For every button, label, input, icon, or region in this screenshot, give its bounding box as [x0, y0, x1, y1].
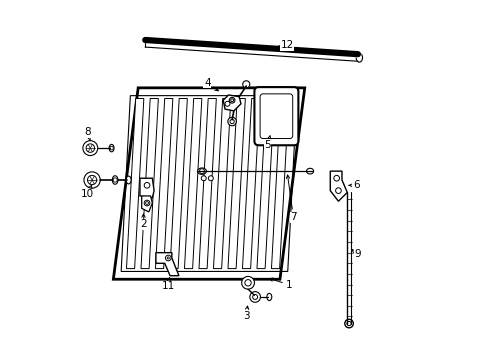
Polygon shape [227, 99, 245, 269]
Polygon shape [141, 99, 158, 269]
Polygon shape [329, 171, 346, 201]
Circle shape [344, 319, 353, 328]
Polygon shape [271, 99, 288, 269]
Ellipse shape [112, 176, 118, 184]
Circle shape [208, 176, 213, 181]
Text: 8: 8 [84, 127, 91, 140]
Circle shape [227, 117, 236, 126]
Ellipse shape [355, 53, 362, 62]
Polygon shape [126, 99, 143, 269]
Circle shape [201, 176, 206, 181]
Ellipse shape [126, 176, 131, 184]
Polygon shape [199, 99, 216, 269]
Polygon shape [142, 196, 152, 212]
Circle shape [242, 81, 249, 88]
Circle shape [346, 321, 350, 326]
Circle shape [87, 175, 97, 185]
Circle shape [241, 276, 254, 289]
Circle shape [224, 101, 229, 106]
Text: 1: 1 [269, 278, 291, 289]
Text: 5: 5 [264, 136, 270, 149]
Circle shape [199, 168, 204, 174]
Circle shape [167, 257, 169, 259]
Polygon shape [140, 178, 154, 198]
Polygon shape [223, 95, 241, 111]
Ellipse shape [266, 293, 271, 301]
Circle shape [252, 294, 257, 300]
Circle shape [230, 99, 233, 102]
Polygon shape [170, 99, 187, 269]
Circle shape [244, 280, 251, 286]
Circle shape [145, 202, 148, 204]
Circle shape [86, 144, 94, 152]
Polygon shape [257, 99, 274, 269]
Polygon shape [242, 99, 259, 269]
Ellipse shape [306, 168, 313, 174]
Text: 3: 3 [243, 306, 249, 321]
Text: 10: 10 [81, 185, 94, 199]
Circle shape [82, 141, 98, 156]
Text: 9: 9 [351, 249, 361, 260]
Circle shape [249, 292, 260, 302]
Polygon shape [213, 99, 230, 269]
Circle shape [333, 175, 339, 181]
Polygon shape [113, 88, 304, 279]
Polygon shape [156, 253, 179, 276]
Circle shape [113, 178, 117, 182]
Text: 12: 12 [276, 40, 293, 50]
FancyBboxPatch shape [254, 87, 298, 145]
Circle shape [110, 146, 113, 150]
Text: 11: 11 [162, 278, 175, 291]
Polygon shape [184, 99, 202, 269]
Polygon shape [155, 99, 172, 269]
Circle shape [84, 172, 100, 188]
Circle shape [229, 120, 234, 123]
Circle shape [165, 255, 171, 261]
Text: 7: 7 [286, 175, 296, 222]
Ellipse shape [109, 144, 114, 152]
Text: 2: 2 [140, 214, 146, 229]
Text: 4: 4 [203, 77, 218, 91]
Ellipse shape [197, 168, 206, 174]
Circle shape [335, 188, 341, 193]
Circle shape [144, 183, 149, 188]
Circle shape [229, 98, 234, 103]
Circle shape [144, 200, 149, 206]
Text: 6: 6 [348, 180, 359, 190]
